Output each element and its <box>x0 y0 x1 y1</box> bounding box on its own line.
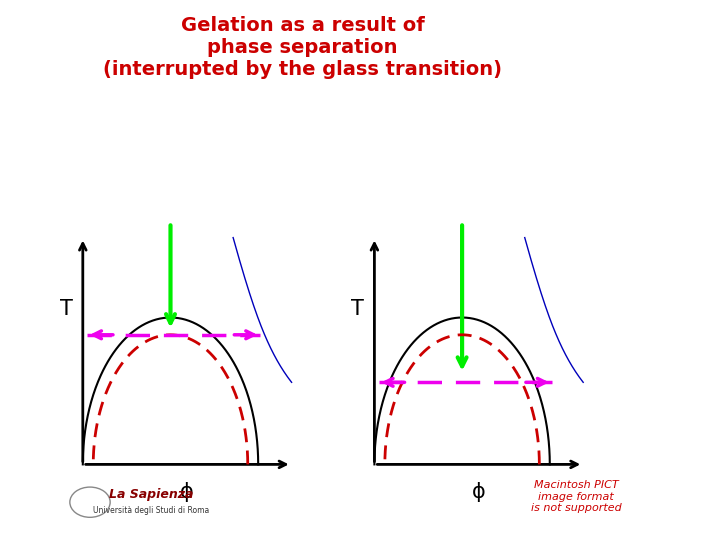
Text: ϕ: ϕ <box>180 482 194 503</box>
Text: T: T <box>60 299 73 319</box>
Text: Gelation as a result of
phase separation
(interrupted by the glass transition): Gelation as a result of phase separation… <box>103 16 502 79</box>
Text: La Sapienza: La Sapienza <box>109 488 194 501</box>
Text: Macintosh PICT
image format
is not supported: Macintosh PICT image format is not suppo… <box>531 480 621 514</box>
Text: T: T <box>351 299 364 319</box>
Text: ϕ: ϕ <box>472 482 486 503</box>
Text: Università degli Studi di Roma: Università degli Studi di Roma <box>93 506 210 515</box>
